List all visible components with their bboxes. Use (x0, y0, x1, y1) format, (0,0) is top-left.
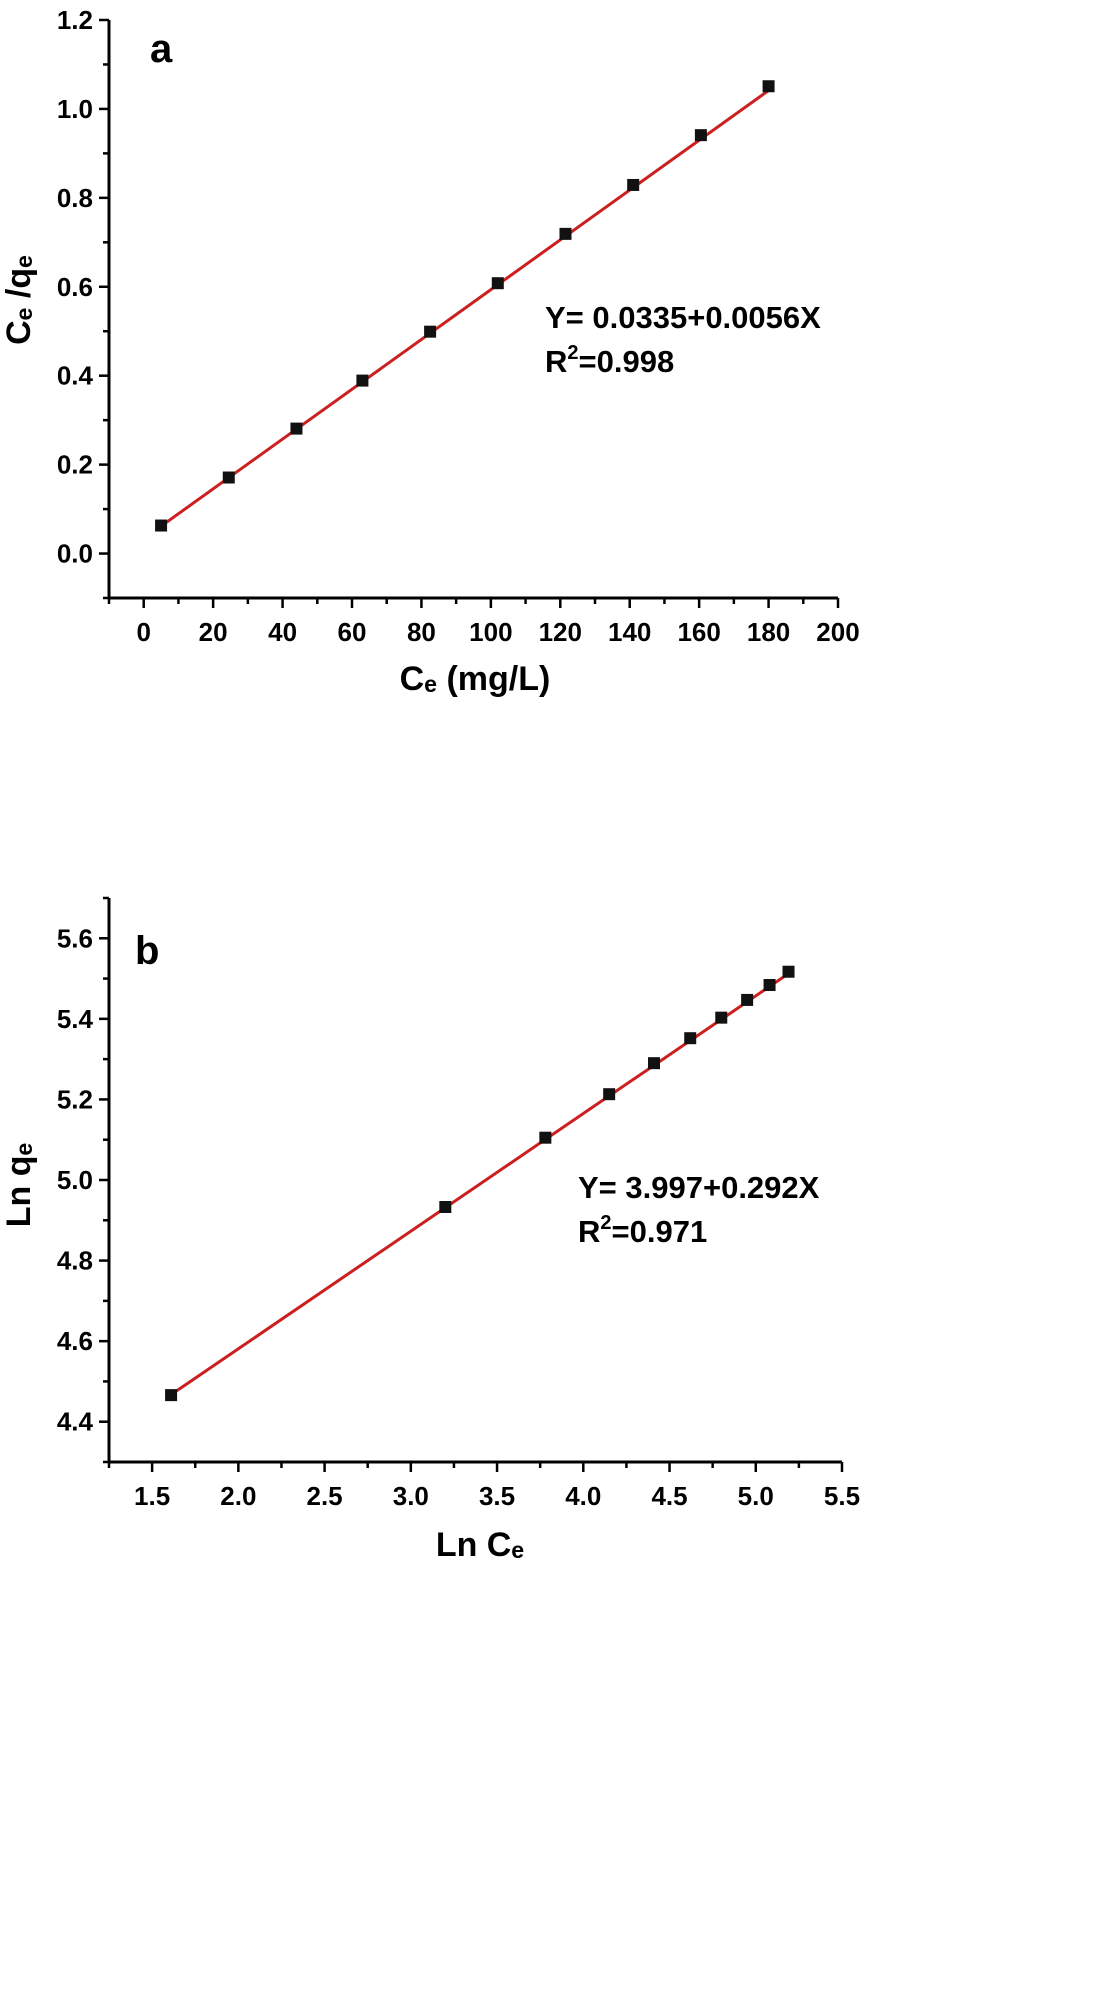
panel-b-y-ticks: 4.4 4.6 4.8 5.0 5.2 5.4 5.6 (57, 896, 109, 1464)
panel-b: 1.5 2.0 2.5 3.0 3.5 4.0 4.5 5.0 5.5 4.4 4.6 4.8 5.0… (0, 896, 860, 1564)
panel-b-data-point (763, 979, 776, 992)
panel-b-label: b (135, 929, 159, 973)
panel-a-y-ticks: 0.0 0.2 0.4 0.6 0.8 1.0 1.2 (57, 5, 109, 600)
panel-a-y-tick-label: 0.6 (57, 272, 93, 302)
panel-a-data-point (762, 80, 775, 93)
panel-b-y-tick-label: 5.0 (57, 1165, 93, 1195)
panel-b-data-points (165, 965, 795, 1402)
panel-b-y-tick-label: 5.4 (57, 1004, 94, 1034)
panel-b-data-point (439, 1200, 452, 1213)
panel-b-data-point (603, 1088, 616, 1101)
panel-b-y-tick-label: 4.8 (57, 1246, 93, 1276)
panel-a-label: a (150, 27, 173, 71)
panel-b-y-tick-label: 5.2 (57, 1084, 93, 1114)
panel-b-x-tick-label: 5.5 (824, 1481, 860, 1511)
panel-a-y-tick-label: 0.0 (57, 539, 93, 569)
panel-a-data-point (559, 227, 572, 240)
panel-a-r-value: =0.998 (579, 344, 675, 379)
panel-a-x-tick-label: 100 (469, 617, 512, 647)
panel-a-x-tick-label: 180 (747, 617, 790, 647)
panel-b-x-ticks: 1.5 2.0 2.5 3.0 3.5 4.0 4.5 5.0 5.5 (107, 1462, 860, 1511)
panel-a-x-tick-label: 200 (816, 617, 859, 647)
panel-a-y-tick-label: 1.0 (57, 94, 93, 124)
panel-a-x-tick-label: 140 (608, 617, 651, 647)
panel-a-data-point (424, 325, 437, 338)
panel-a-x-tick-label: 0 (136, 617, 150, 647)
panel-b-y-axis-title: Ln qₑ (0, 1143, 38, 1228)
panel-b-x-tick-label: 4.0 (565, 1481, 601, 1511)
panel-b-x-tick-label: 4.5 (651, 1481, 687, 1511)
panel-b-x-tick-label: 2.0 (220, 1481, 256, 1511)
panel-b-data-point (165, 1389, 178, 1402)
panel-b-data-point (715, 1011, 728, 1024)
panel-a-data-point (627, 178, 640, 191)
panel-b-x-tick-label: 3.0 (393, 1481, 429, 1511)
panel-a-data-point (222, 471, 235, 484)
panel-a-y-tick-label: 0.8 (57, 183, 93, 213)
panel-a-x-tick-label: 40 (268, 617, 297, 647)
panel-a-x-tick-label: 60 (338, 617, 367, 647)
panel-a-y-tick-label: 1.2 (57, 5, 93, 35)
panel-b-r-squared: R2=0.971 (578, 1212, 707, 1249)
panel-a-r-superscript: 2 (567, 342, 578, 364)
panel-a-r-symbol: R (545, 344, 567, 379)
panel-a-data-point (694, 129, 707, 142)
panel-a-x-tick-label: 80 (407, 617, 436, 647)
panel-b-r-value: =0.971 (612, 1214, 708, 1249)
panel-b-data-point (782, 965, 795, 978)
panel-a-x-axis-title: Cₑ (mg/L) (400, 660, 551, 698)
panel-b-y-tick-label: 4.6 (57, 1326, 93, 1356)
panel-b-x-axis-title: Ln Cₑ (436, 1526, 524, 1564)
panel-a-data-point (356, 374, 369, 387)
panel-a-data-point (290, 422, 303, 435)
panel-b-r-symbol: R (578, 1214, 600, 1249)
panel-a-y-tick-label: 0.4 (57, 361, 94, 391)
panel-b-y-tick-label: 5.6 (57, 923, 93, 953)
panel-a-data-point (155, 519, 168, 532)
panel-b-x-tick-label: 5.0 (738, 1481, 774, 1511)
panel-a-y-tick-label: 0.2 (57, 450, 93, 480)
panel-a-r-squared: R2=0.998 (545, 342, 674, 379)
panel-a-x-tick-label: 160 (677, 617, 720, 647)
panel-b-equation: Y= 3.997+0.292X (578, 1170, 820, 1205)
panel-b-y-tick-label: 4.4 (57, 1407, 94, 1437)
panel-b-x-tick-label: 3.5 (479, 1481, 515, 1511)
panel-a-x-tick-label: 120 (539, 617, 582, 647)
panel-a-equation: Y= 0.0335+0.0056X (545, 300, 821, 335)
panel-a-x-tick-label: 20 (199, 617, 228, 647)
panel-b-r-superscript: 2 (600, 1212, 611, 1234)
panel-b-data-point (684, 1032, 697, 1045)
panel-a-data-point (491, 277, 504, 290)
panel-b-x-tick-label: 2.5 (307, 1481, 343, 1511)
panel-a-x-ticks: 0 20 40 60 80 100 120 140 160 180 200 (107, 598, 860, 647)
panel-b-data-point (539, 1131, 552, 1144)
panel-b-data-point (741, 993, 754, 1006)
panel-b-x-tick-label: 1.5 (134, 1481, 170, 1511)
panel-a-fit-line (160, 89, 770, 528)
panel-a: 0 20 40 60 80 100 120 140 160 180 200 0.0 0.2 0.4 0.6… (0, 5, 860, 698)
panel-b-data-point (648, 1057, 661, 1070)
panel-a-y-axis-title: Cₑ /qₑ (0, 255, 38, 345)
panel-a-data-points (155, 80, 775, 532)
